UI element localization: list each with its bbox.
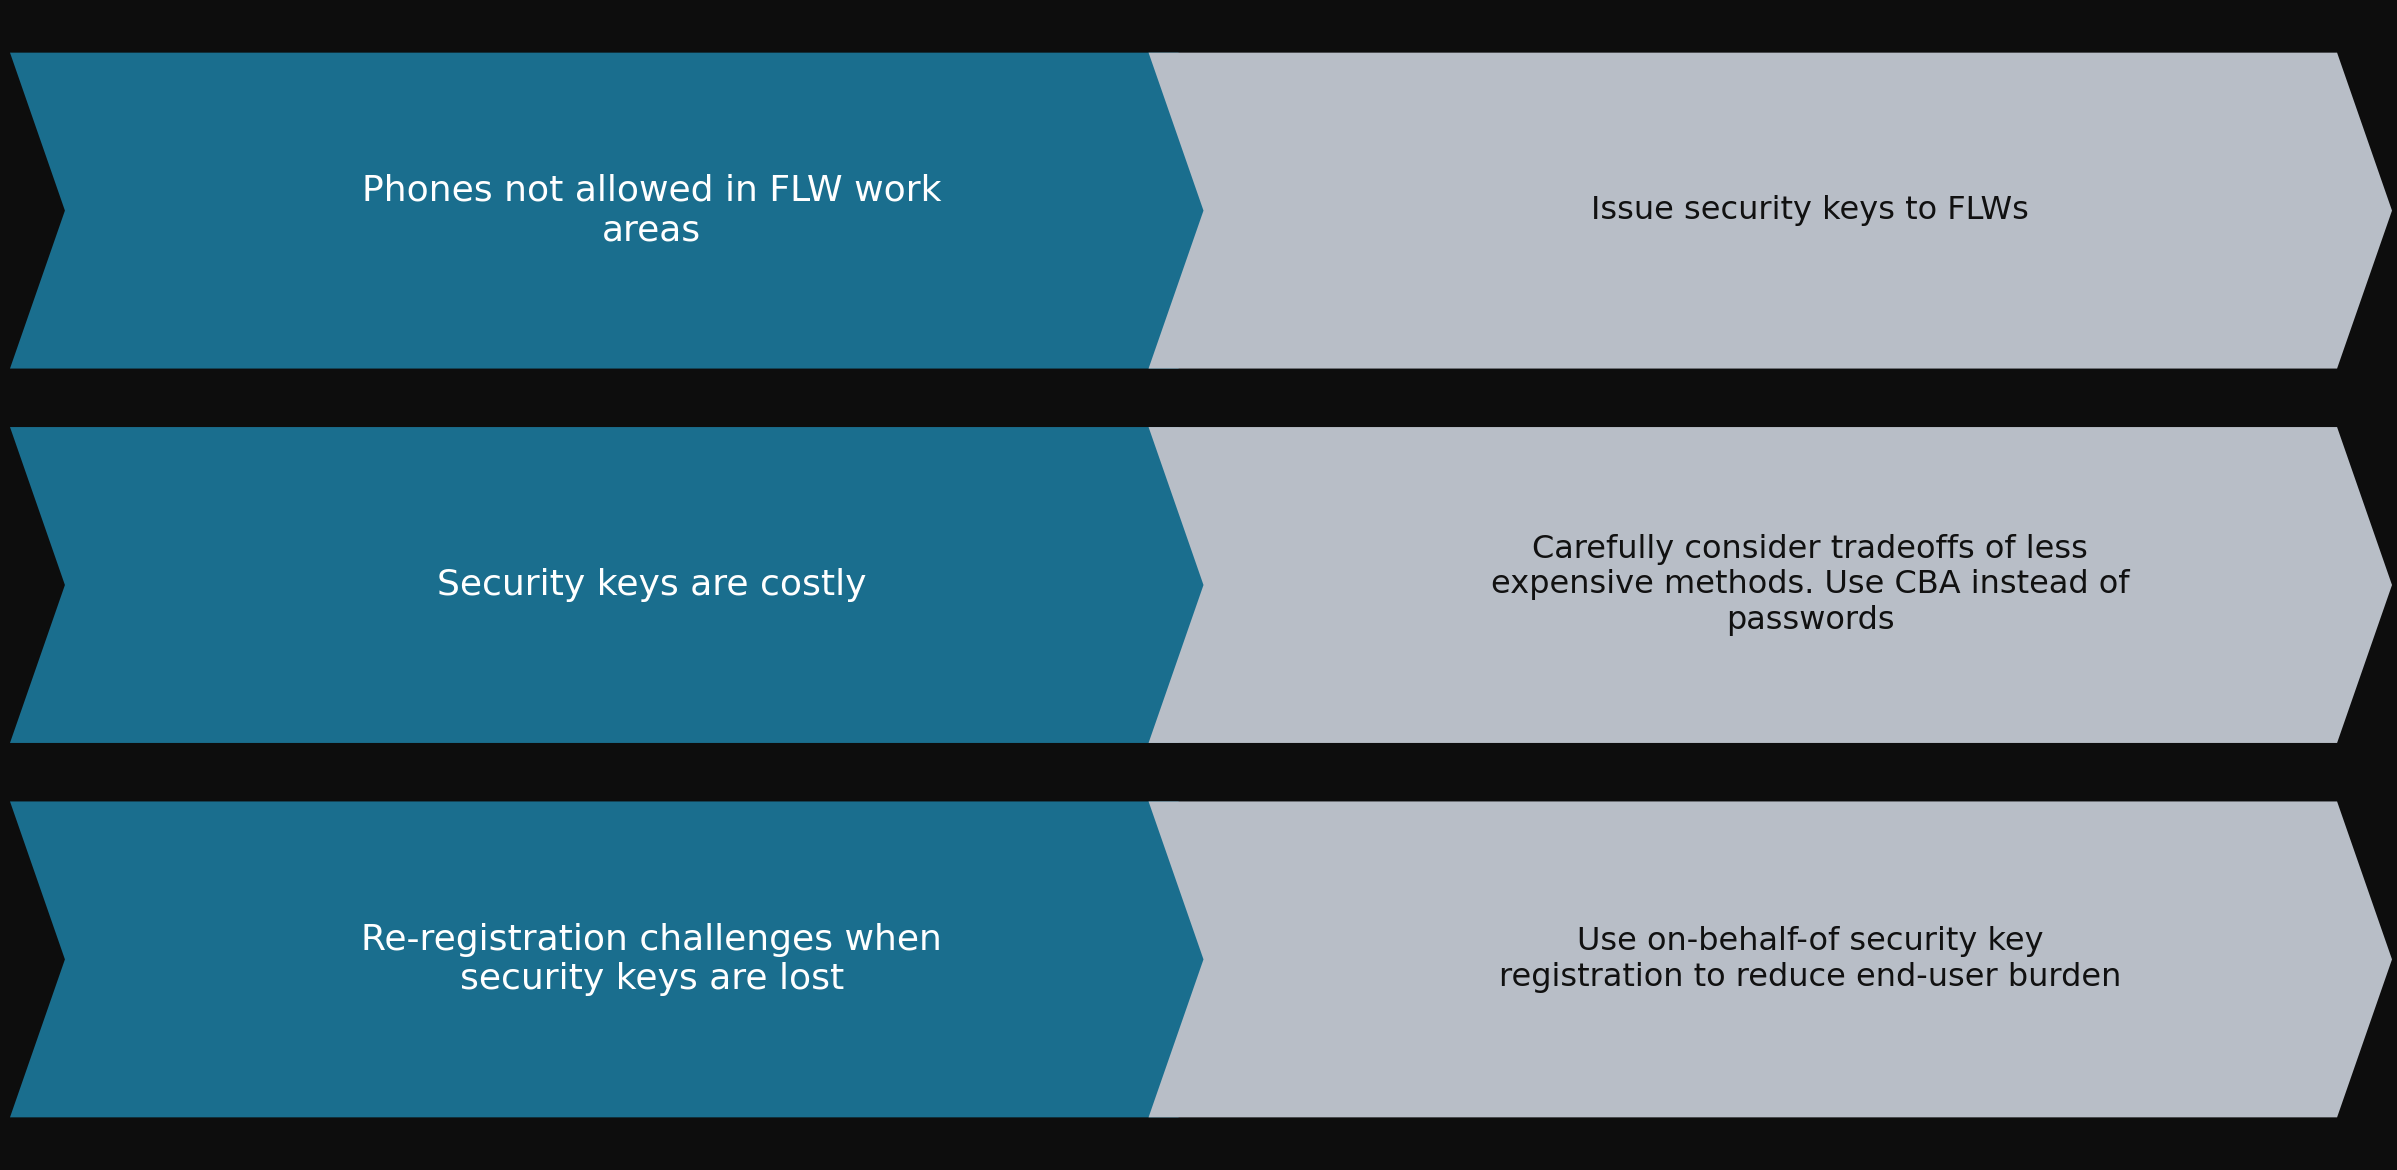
- Polygon shape: [1148, 427, 2392, 743]
- Polygon shape: [1148, 801, 2392, 1117]
- Polygon shape: [10, 427, 1234, 743]
- Polygon shape: [10, 801, 1234, 1117]
- Text: Issue security keys to FLWs: Issue security keys to FLWs: [1592, 195, 2030, 226]
- Polygon shape: [10, 53, 1234, 369]
- Polygon shape: [1148, 53, 2392, 369]
- Text: Carefully consider tradeoffs of less
expensive methods. Use CBA instead of
passw: Carefully consider tradeoffs of less exp…: [1491, 534, 2129, 636]
- Text: Security keys are costly: Security keys are costly: [436, 567, 865, 603]
- Text: Use on-behalf-of security key
registration to reduce end-user burden: Use on-behalf-of security key registrati…: [1498, 925, 2121, 993]
- Text: Phones not allowed in FLW work
areas: Phones not allowed in FLW work areas: [362, 174, 942, 247]
- Text: Re-registration challenges when
security keys are lost: Re-registration challenges when security…: [362, 923, 942, 996]
